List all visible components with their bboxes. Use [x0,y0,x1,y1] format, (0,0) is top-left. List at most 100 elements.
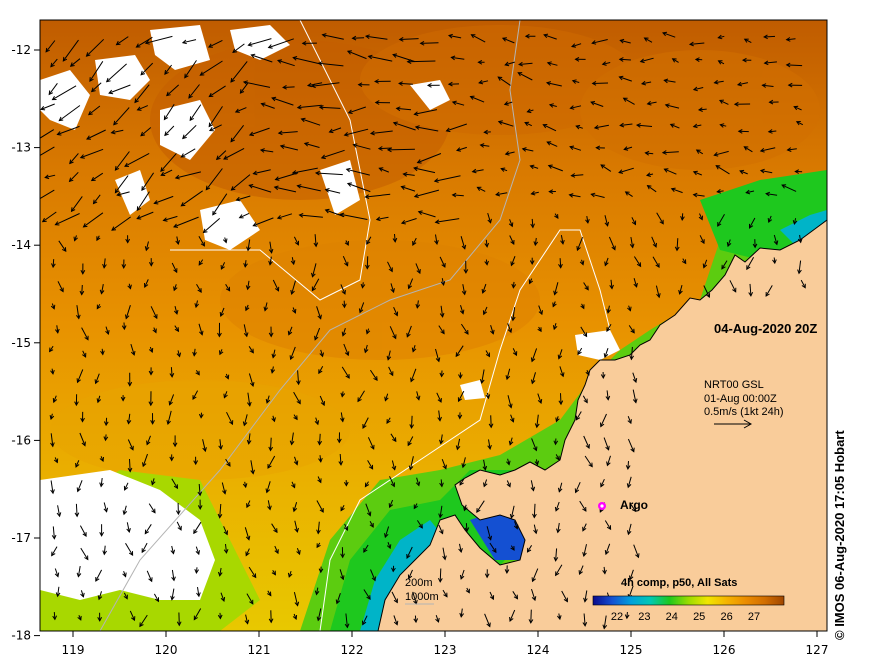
current-vector-head [398,36,404,42]
current-vector [175,171,202,179]
current-vector [103,502,108,512]
current-vector-head [661,150,667,155]
current-vector [393,306,398,316]
current-vector-head [173,223,179,228]
current-vector-head [605,395,611,401]
cloud-gaps [40,25,620,600]
current-vector [744,146,753,153]
current-vector [203,218,221,233]
current-vector [549,104,557,107]
current-vector [586,216,589,223]
current-vector-head [604,261,609,267]
current-vector [198,236,205,247]
current-vector [111,129,124,134]
current-vector [249,184,272,193]
current-vector-head [84,555,89,561]
current-vector-head [407,284,413,290]
current-vector [796,121,804,126]
current-vector [294,520,298,533]
current-vector-head [303,142,309,147]
current-vector-head [437,398,442,403]
current-vector [477,186,486,192]
current-vector [236,195,251,201]
current-vector-head [407,574,413,580]
lat-tick-label: -12 [11,43,31,57]
current-vector-head [646,100,652,106]
current-vector-head [384,396,389,402]
current-vector [291,481,296,488]
current-vector [225,543,227,553]
current-vector [40,146,55,156]
current-vector [80,590,84,597]
current-vector-head [346,182,352,187]
current-vector [559,366,564,377]
current-vector-head [580,304,585,310]
current-vector-head [339,212,345,218]
current-vector [369,521,374,528]
current-vector [219,439,222,450]
current-vector-head [413,111,419,116]
current-vector [212,193,228,216]
current-vector [458,390,465,402]
current-vector [744,38,752,44]
current-vector-head [175,510,181,516]
colorbar-tick-label: 25 [693,611,705,623]
current-vector-head [230,186,236,191]
current-vector [103,545,106,555]
current-vector [100,478,103,487]
current-vector [798,260,802,274]
current-vector-head [692,123,698,129]
current-vector [220,592,225,602]
current-vector [442,589,448,597]
current-vector-head [623,146,629,151]
current-vector-head [635,553,640,559]
current-vector [223,147,245,160]
current-vector-head [743,38,749,43]
argo-label: Argo [620,498,648,512]
current-vector [219,567,222,576]
current-vector [163,104,175,120]
current-vector-head [609,284,614,290]
current-vector-head [695,149,701,154]
current-vector-head [393,620,399,626]
current-vector [619,76,632,82]
current-vector-head [451,100,457,106]
current-vector-head [671,58,677,63]
current-vector [507,395,512,408]
current-vector-head [193,615,198,621]
current-vector-head [630,447,635,453]
current-vector-head [434,219,440,225]
current-vector [363,544,369,553]
current-vector-head [435,617,440,623]
current-vector [145,35,173,44]
current-vector [746,190,755,194]
current-vector [216,150,227,160]
current-vector-head [531,577,536,583]
current-vector-head [390,482,395,488]
current-vector-head [232,48,238,54]
current-vector [717,190,724,193]
current-vector [570,105,582,109]
current-vector-head [243,332,249,338]
current-vector [641,81,652,85]
current-vector-head [242,483,248,489]
current-vector-head [51,534,57,540]
current-vector-head [351,35,357,41]
current-vector [442,547,446,560]
current-vector-head [235,196,241,202]
current-vector [583,435,590,449]
current-vector-head [365,264,370,270]
current-vector-head [194,569,200,574]
current-vector [250,460,254,474]
current-vector-head [471,168,477,174]
current-vector-head [548,189,554,194]
current-vector-head [458,548,463,554]
current-vector [543,124,557,132]
current-vector-head [195,550,200,556]
current-vector [480,144,490,147]
current-vector [781,184,797,192]
current-vector-head [174,327,180,333]
current-vector [434,175,461,182]
current-vector [243,81,271,88]
current-vector-head [763,34,768,40]
